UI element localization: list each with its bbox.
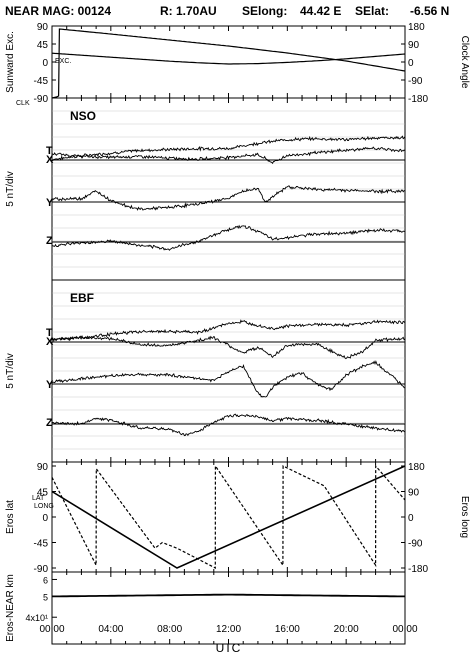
series-trace-z — [51, 224, 406, 251]
y-axis-label-left: Sunward Exc. — [5, 31, 16, 93]
y-tick-label-left: -45 — [34, 76, 49, 87]
y-tick-label-left: 45 — [37, 488, 49, 499]
label-exc: EXC. — [55, 58, 71, 65]
series-trace-y — [51, 360, 406, 398]
label-clk: CLK — [16, 100, 30, 107]
trace-layer — [51, 28, 406, 598]
series-label-y: Y — [46, 379, 54, 391]
y-tick-label-left: 45 — [37, 40, 49, 51]
header-selat-label: SElat: — [355, 4, 389, 18]
label-long: LONG — [34, 503, 54, 510]
y-tick-label-left: 90 — [37, 22, 49, 33]
y-tick-label-left: -90 — [34, 564, 49, 575]
series-label-t: T — [46, 327, 53, 339]
x-tick-label: 04:00 — [98, 624, 123, 635]
x-tick-label: 12:00 — [216, 624, 241, 635]
y-tick-label-right: -180 — [408, 564, 428, 575]
y-tick-label: 5 — [43, 592, 48, 602]
y-axis-label: 5 nT/div — [5, 171, 16, 207]
series-trace-x — [51, 146, 406, 165]
y-tick-label-left: -90 — [34, 94, 49, 105]
series-line-long — [51, 464, 406, 569]
panel-label: EBF — [70, 291, 94, 305]
series-trace-z — [51, 413, 406, 437]
header: NEAR MAG: 00124 R: 1.70AU SElong: 44.42 … — [5, 4, 449, 18]
series-label-t: T — [46, 145, 53, 157]
y-tick-label: 4x10¹ — [25, 613, 48, 623]
label-lat: LAT — [32, 495, 45, 502]
y-tick-label-right: 0 — [408, 513, 414, 524]
x-axis: UTC 00:00 04:00 08:00 12:00 16:00 20:00 00:00 — [39, 26, 418, 655]
y-tick-label-right: 90 — [408, 40, 420, 51]
y-axis-label-right: Clock Angle — [459, 36, 470, 89]
series-trace-t — [51, 135, 406, 162]
series-label-x: X — [46, 336, 54, 348]
header-title: NEAR MAG: 00124 — [5, 4, 111, 18]
series-line-lat — [51, 465, 406, 569]
y-tick-label-left: 90 — [37, 462, 49, 473]
header-selat-value: -6.56 N — [410, 4, 449, 18]
series-line — [51, 28, 406, 99]
header-r: R: 1.70AU — [160, 4, 217, 18]
y-tick-label-left: 0 — [42, 58, 48, 69]
y-tick-label-right: 0 — [408, 58, 414, 69]
y-tick-label-right: 180 — [408, 22, 425, 33]
series-line — [51, 52, 406, 65]
series-label-z: Z — [46, 235, 53, 247]
y-axis-label: Eros-NEAR km — [5, 574, 16, 642]
y-tick-label: 6 — [43, 575, 48, 585]
y-axis-label-right: Eros long — [459, 496, 470, 538]
series-label-x: X — [46, 154, 54, 166]
series-trace-t — [51, 319, 406, 343]
x-tick-label: 00:00 — [39, 624, 64, 635]
x-tick-label: 08:00 — [157, 624, 182, 635]
series-label-z: Z — [46, 417, 53, 429]
series-line-range — [52, 593, 405, 598]
y-tick-label-right: -90 — [408, 76, 423, 87]
x-axis-label: UTC — [216, 641, 241, 655]
panel-label: NSO — [70, 109, 96, 123]
y-tick-label-left: 0 — [42, 513, 48, 524]
y-tick-label-right: 180 — [408, 462, 425, 473]
series-trace-x — [51, 335, 406, 360]
y-axis-label: 5 nT/div — [5, 353, 16, 389]
panel-eros-frame — [51, 461, 406, 573]
series-label-y: Y — [46, 197, 54, 209]
y-tick-label-left: -45 — [34, 539, 49, 550]
y-tick-label-right: 90 — [408, 488, 420, 499]
x-tick-label: 00:00 — [392, 624, 417, 635]
header-selong-label: SElong: — [242, 4, 287, 18]
y-tick-label-right: -180 — [408, 94, 428, 105]
y-axis-label-left: Eros lat — [5, 500, 16, 534]
x-tick-label: 16:00 — [275, 624, 300, 635]
x-tick-label: 20:00 — [334, 624, 359, 635]
header-selong-value: 44.42 E — [300, 4, 341, 18]
series-trace-y — [51, 185, 405, 211]
label-layer: 90 45 0 -45 -90 180 90 0 -90 -180 Sunward Exc. Cloc… — [5, 22, 470, 642]
y-tick-label-right: -90 — [408, 539, 423, 550]
